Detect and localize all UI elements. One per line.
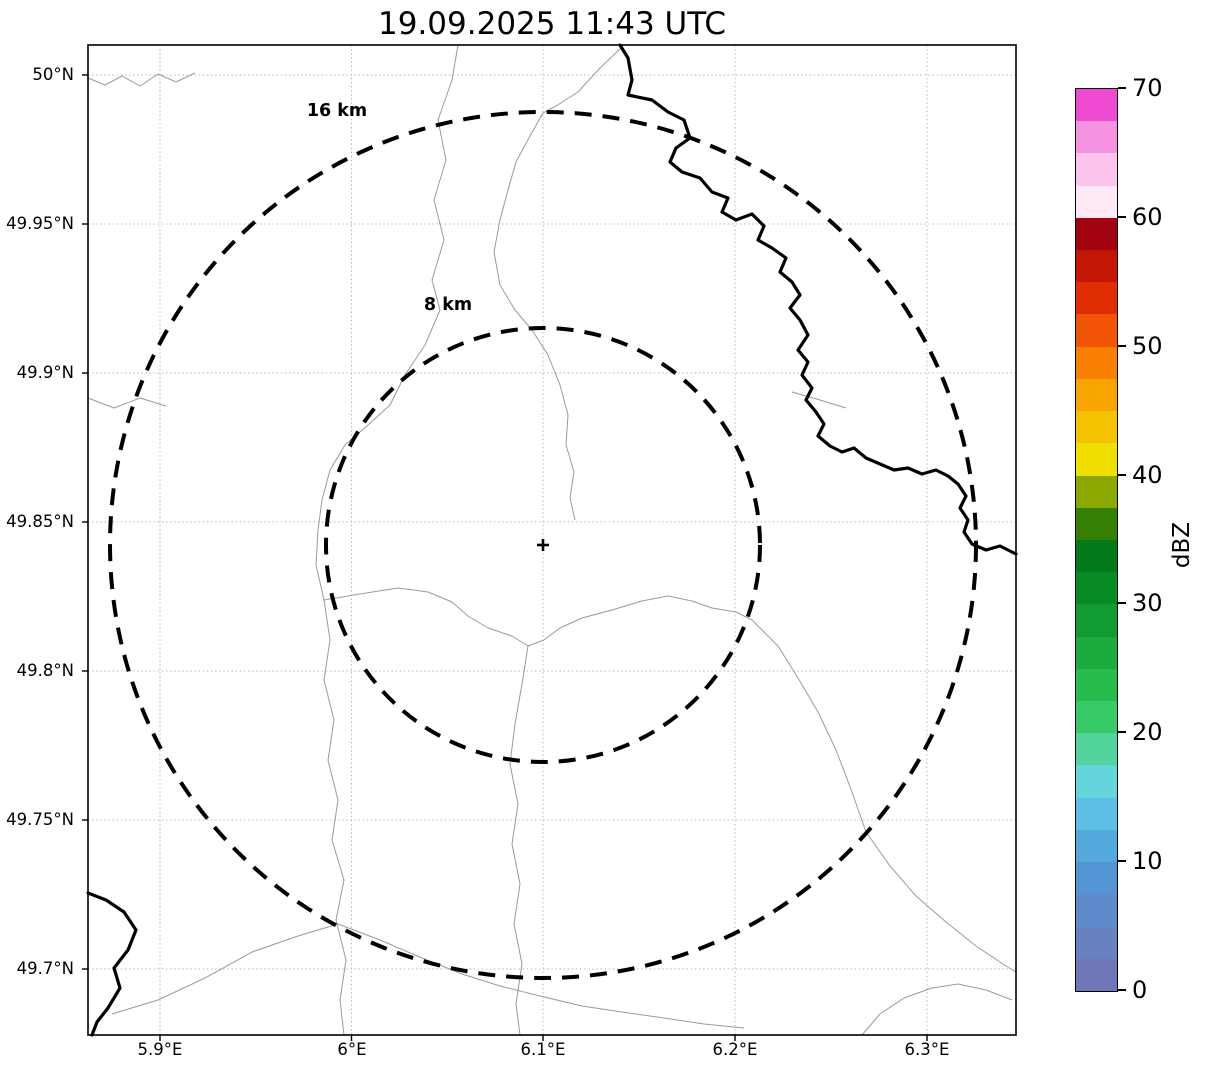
colorbar-gradient	[1076, 88, 1117, 991]
colorbar-segment	[1076, 604, 1117, 637]
x-tick-label: 6.3°E	[904, 1040, 950, 1059]
y-tick-label: 49.8°N	[16, 661, 74, 680]
colorbar-segment	[1076, 314, 1117, 347]
colorbar-segment	[1076, 411, 1117, 444]
colorbar-segment	[1076, 153, 1117, 186]
x-tick-label: 5.9°E	[137, 1040, 183, 1059]
colorbar-tick-label: 30	[1132, 589, 1163, 617]
colorbar-segment	[1076, 829, 1117, 863]
colorbar-segment	[1076, 443, 1117, 476]
colorbar-tick-mark	[1118, 731, 1126, 733]
colorbar-segment	[1076, 346, 1117, 379]
colorbar-tick-label: 10	[1132, 847, 1163, 875]
colorbar-segment	[1076, 668, 1117, 702]
range-ring-label-16km: 16 km	[307, 101, 367, 121]
colorbar-segment	[1076, 249, 1117, 283]
colorbar-segment	[1076, 185, 1117, 218]
colorbar-segment	[1076, 217, 1117, 250]
colorbar-segment	[1076, 926, 1117, 959]
plot-frame	[87, 44, 1017, 1036]
y-tick-label: 49.95°N	[6, 214, 74, 233]
radar-map: 16 km 8 km	[82, 43, 1018, 1041]
colorbar-tick-mark	[1118, 216, 1126, 218]
colorbar-segment	[1076, 475, 1117, 508]
colorbar-segment	[1076, 539, 1117, 573]
colorbar-tick-mark	[1118, 989, 1126, 991]
y-tick-label: 49.7°N	[16, 959, 74, 978]
colorbar-tick-mark	[1118, 345, 1126, 347]
admin-boundary-lines	[87, 44, 1017, 1036]
colorbar-segment	[1076, 958, 1117, 991]
x-tick-label: 6.2°E	[712, 1040, 758, 1059]
y-tick-label: 50°N	[32, 65, 74, 84]
colorbar-segment	[1076, 121, 1117, 154]
grid-lines	[88, 45, 1016, 1035]
figure-title: 19.09.2025 11:43 UTC	[378, 6, 726, 42]
range-ring-label-8km: 8 km	[424, 295, 472, 315]
colorbar-tick-label: 40	[1132, 461, 1163, 489]
x-tick-label: 6°E	[337, 1040, 367, 1059]
axis-tick-marks	[82, 74, 928, 1041]
colorbar-segment	[1076, 378, 1117, 412]
y-tick-label: 49.85°N	[6, 512, 74, 531]
colorbar-tick-label: 50	[1132, 332, 1163, 360]
colorbar-unit-label: dBZ	[1169, 521, 1195, 569]
colorbar-segment	[1076, 282, 1117, 315]
colorbar-tick-label: 0	[1132, 976, 1148, 1004]
colorbar-segment	[1076, 507, 1117, 540]
y-tick-label: 49.9°N	[16, 363, 74, 382]
colorbar-segment	[1076, 572, 1117, 605]
colorbar-tick-mark	[1118, 474, 1126, 476]
colorbar-segment	[1076, 88, 1117, 122]
x-tick-label: 6.1°E	[520, 1040, 566, 1059]
colorbar-segment	[1076, 765, 1117, 798]
country-border-line	[86, 43, 1018, 1037]
colorbar-segment	[1076, 701, 1117, 734]
colorbar-tick-mark	[1118, 87, 1126, 89]
range-ring-16km	[108, 110, 978, 980]
colorbar-segment	[1076, 733, 1117, 766]
colorbar-tick-label: 60	[1132, 203, 1163, 231]
colorbar-segment	[1076, 797, 1117, 830]
colorbar-tick-mark	[1118, 860, 1126, 862]
y-tick-label: 49.75°N	[6, 810, 74, 829]
colorbar-segment	[1076, 636, 1117, 669]
colorbar-segment	[1076, 894, 1117, 927]
radar-center-marker	[537, 539, 549, 551]
colorbar-tick-label: 20	[1132, 718, 1163, 746]
colorbar-segment	[1076, 862, 1117, 895]
range-ring-8km	[324, 326, 762, 764]
colorbar-tick-label: 70	[1132, 74, 1163, 102]
colorbar-tick-mark	[1118, 602, 1126, 604]
colorbar	[1075, 88, 1118, 992]
